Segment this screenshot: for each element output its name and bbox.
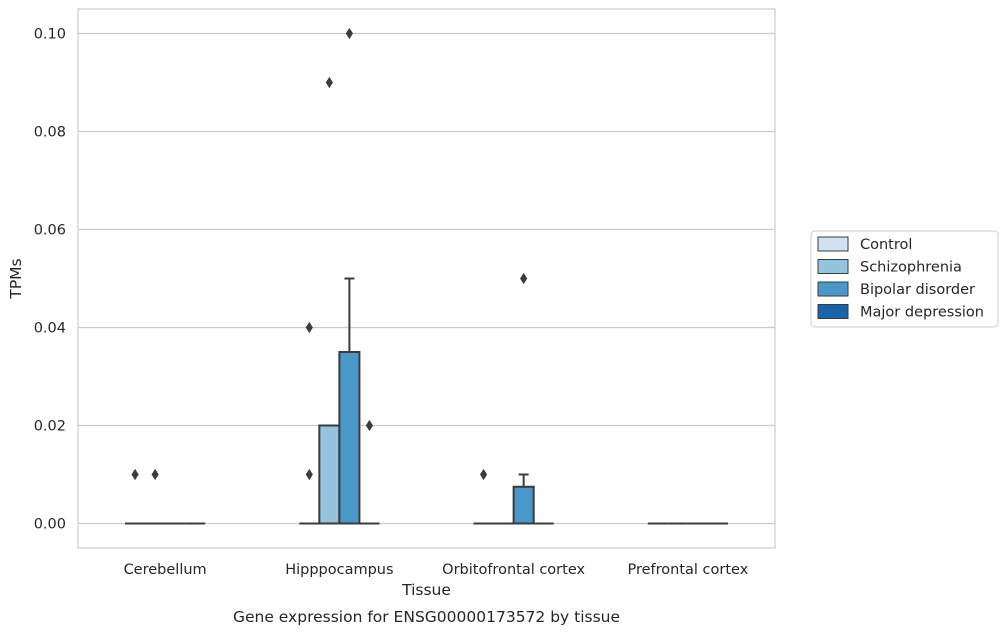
- x-tick-label: Orbitofrontal cortex: [442, 562, 585, 578]
- outlier-point: [305, 321, 313, 334]
- legend-frame: [810, 230, 999, 328]
- outlier-point: [325, 76, 333, 89]
- box-control: [473, 468, 494, 525]
- legend-swatch: [817, 304, 849, 319]
- outlier-point: [365, 419, 374, 432]
- box-control: [125, 468, 146, 525]
- chart-caption: Gene expression for ENSG00000173572 by t…: [233, 608, 620, 626]
- legend-label: Schizophrenia: [860, 260, 962, 276]
- box-schizophrenia: [318, 76, 341, 525]
- y-tick-label: 0.04: [34, 321, 66, 337]
- box-plot-marks: [125, 27, 728, 525]
- y-axis-ticks: 0.00 0.02 0.04 0.06 0.08 0.10: [34, 27, 66, 533]
- legend-swatch: [817, 236, 849, 252]
- outlier-point: [479, 468, 488, 481]
- y-tick-label: 0.00: [34, 517, 66, 533]
- legend-swatch: [817, 259, 849, 274]
- x-tick-label: Hipppocampus: [285, 562, 393, 578]
- x-axis-label: Tissue: [401, 581, 451, 599]
- box-body: [512, 485, 535, 525]
- legend-label: Bipolar disorder: [860, 282, 975, 298]
- box-bipolar-disorder: [512, 272, 535, 525]
- y-tick-label: 0.08: [34, 125, 66, 141]
- box-control: [299, 321, 320, 525]
- legend-label: Control: [860, 237, 912, 253]
- box-schizophrenia: [145, 468, 166, 525]
- legend-swatch: [817, 281, 849, 297]
- grid-lines: [78, 32, 775, 525]
- box-body: [318, 424, 341, 525]
- box-major-depression: [359, 419, 380, 525]
- y-tick-label: 0.02: [34, 419, 66, 435]
- x-tick-label: Prefrontal cortex: [627, 562, 748, 578]
- box-body: [338, 351, 361, 525]
- legend-label: Major depression: [860, 305, 984, 321]
- outlier-point: [305, 468, 313, 481]
- y-tick-label: 0.10: [34, 27, 66, 43]
- outlier-point: [345, 27, 353, 40]
- y-tick-label: 0.06: [34, 223, 66, 239]
- y-axis-label: TPMs: [7, 258, 25, 299]
- x-axis-ticks: Cerebellum Hipppocampus Orbitofrontal cort…: [124, 562, 749, 578]
- x-tick-label: Cerebellum: [124, 562, 207, 578]
- legend: Control Schizophrenia Bipolar disorder Majo…: [810, 230, 999, 328]
- box-bipolar-disorder: [338, 27, 361, 525]
- outlier-point: [151, 468, 159, 481]
- outlier-point: [131, 468, 139, 481]
- plot-frame: [77, 8, 776, 549]
- outlier-point: [520, 272, 528, 285]
